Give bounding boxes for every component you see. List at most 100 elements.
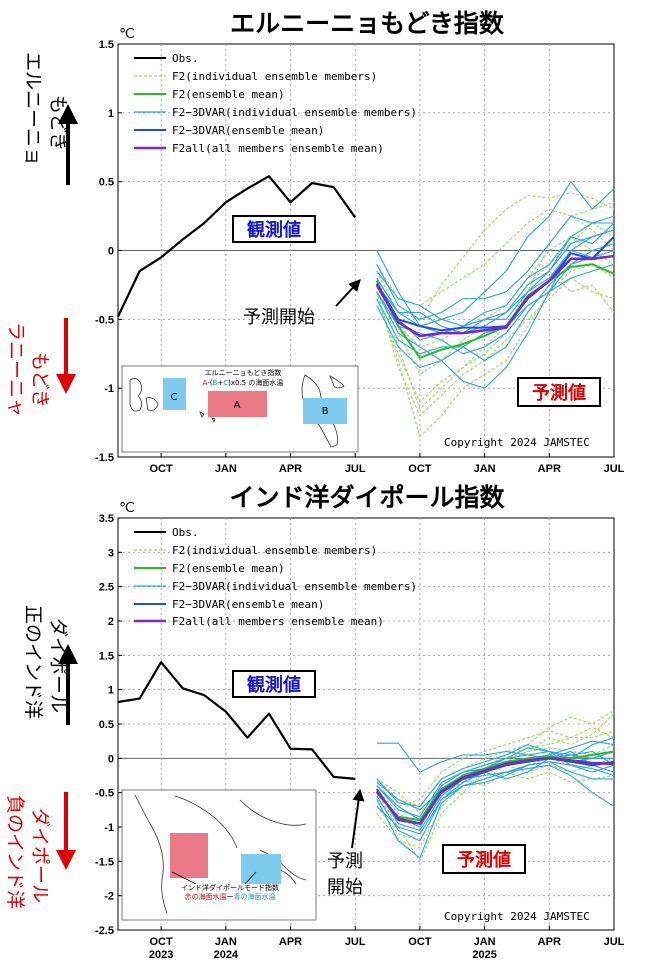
legend-entry: F2−3DVAR(ensemble mean) <box>172 124 324 137</box>
side-upper-line1: 正のインド洋 <box>22 605 44 719</box>
down-arrow-icon <box>56 850 76 870</box>
y-tick-label: 0.5 <box>99 177 114 189</box>
observed-label: 観測値 <box>247 674 301 696</box>
side-upper-line1: エルニーニョ <box>22 52 44 166</box>
series-line-f2-3dvar-member <box>376 243 615 355</box>
series-line-f2all-mean <box>375 756 615 825</box>
x-tick-label: JUL <box>604 936 625 948</box>
x-tick-label: JAN <box>215 936 237 948</box>
series-line-f2-3dvar-member <box>376 236 615 334</box>
series-line-observed <box>117 661 356 780</box>
x-tick-label: OCT <box>150 936 174 948</box>
series-line-f2-3dvar-member <box>376 764 615 831</box>
series-line-f2-member <box>376 192 615 320</box>
y-tick-label: 1.5 <box>99 650 114 662</box>
legend: Obs. F2(individual ensemble members) F2(… <box>134 52 417 155</box>
legend-entry: F2(ensemble mean) <box>172 562 285 575</box>
series-line-f2-member <box>376 236 615 348</box>
copyright: Copyright 2024 JAMSTEC <box>444 436 590 449</box>
forecast-label-box <box>442 844 526 874</box>
x-tick-year: 2025 <box>472 949 496 961</box>
series-line-f2-member <box>376 222 615 375</box>
y-tick-label: -1.5 <box>95 856 114 868</box>
series-line-f2-3dvar-mean <box>375 236 615 332</box>
side-lower-line1: ラニーニャ <box>5 322 27 417</box>
series-layer <box>117 661 615 862</box>
x-tick-label: JAN <box>474 936 496 948</box>
x-tick-label: JUL <box>345 936 366 948</box>
region-a <box>208 391 267 417</box>
series-line-f2-member <box>376 201 615 410</box>
legend: Obs. F2(individual ensemble members) F2(… <box>134 526 417 628</box>
y-tick-label: 2.5 <box>99 582 114 594</box>
series-line-f2-member <box>376 709 615 807</box>
y-tick-labels: 3.5 3 2.5 2 1.5 1 0.5 0 -0.5 -1 -1.5 -2 -2.5 <box>95 513 122 937</box>
side-label-positive: エルニーニョ もどき <box>22 52 78 185</box>
series-line-f2-3dvar-member <box>376 215 615 320</box>
panel-el-nino-modoki: エルニーニョもどき指数 ℃ 1.5 1 0.5 0 -0.5 -1 -1.5 OCT JAN A… <box>5 9 625 475</box>
inset-title: インド洋ダイポールモード指数 <box>181 883 279 892</box>
inset-map: C A B エルニーニョもどき指数 A-(B+C)x0.5 の海面水温 <box>121 365 359 453</box>
series-line-f2-member <box>376 270 615 403</box>
x-tick-label: APR <box>538 936 561 948</box>
forecast-start-label-line1: 予測 <box>327 851 363 872</box>
y-tick-labels: 1.5 1 0.5 0 -0.5 -1 -1.5 <box>95 39 122 464</box>
x-tick-label: JAN <box>215 463 237 475</box>
y-tick-label: 0 <box>108 753 114 765</box>
forecast-label-box <box>517 377 601 407</box>
inset-pointer <box>171 871 197 885</box>
forecast-start-arrow <box>351 788 365 849</box>
side-lower-line1: 負のインド洋 <box>4 795 26 909</box>
y-tick-label: -2.5 <box>95 925 114 937</box>
x-tick-label: JUL <box>604 463 625 475</box>
series-line-observed <box>117 175 357 318</box>
region-a-label: A <box>234 400 241 411</box>
series-line-f2-3dvar-member <box>376 229 615 389</box>
series-line-f2-3dvar-member <box>376 229 615 341</box>
y-tick-label: 1.5 <box>99 39 114 51</box>
legend-entry: F2−3DVAR(ensemble mean) <box>172 598 324 611</box>
grid <box>118 44 614 457</box>
legend-entry: F2−3DVAR(individual ensemble members) <box>172 580 417 593</box>
observed-label: 観測値 <box>247 219 301 241</box>
y-tick-label: 3.5 <box>99 513 114 525</box>
series-line-f2all-mean <box>375 254 615 338</box>
region-b-label: B <box>322 406 329 417</box>
y-tick-label: 1 <box>108 108 114 120</box>
side-upper-line2: もどき <box>47 95 69 151</box>
series-line-f2-mean <box>376 750 615 822</box>
legend-entry: F2−3DVAR(individual ensemble members) <box>172 106 417 119</box>
y-tick-label: 2 <box>108 616 114 628</box>
unit-label: ℃ <box>119 499 135 515</box>
series-layer <box>117 175 615 437</box>
inset-title: エルニーニョもどき指数 <box>205 368 282 377</box>
series-line-f2-member <box>376 744 615 814</box>
series-line-f2-member <box>376 277 615 417</box>
series-line-f2-3dvar-member <box>376 737 615 821</box>
x-tick-year: 2023 <box>149 949 173 961</box>
x-tick-label: APR <box>538 463 561 475</box>
x-tick-label: OCT <box>408 463 432 475</box>
series-line-f2-3dvar-member <box>376 181 615 327</box>
side-label-negative: ラニーニャ もどき <box>5 318 76 417</box>
up-arrow-icon <box>58 644 78 664</box>
x-tick-year: 2024 <box>214 949 239 961</box>
chart-title: エルニーニョもどき指数 <box>230 9 505 38</box>
series-line-f2-3dvar-member <box>376 761 615 842</box>
y-tick-label: -0.5 <box>95 314 114 326</box>
inset-pointer <box>244 871 257 885</box>
forecast-start-label-line2: 開始 <box>327 877 363 898</box>
side-label-positive: 正のインド洋 ダイポール <box>22 605 78 725</box>
y-tick-label: 3 <box>108 547 114 559</box>
legend-entry: F2(individual ensemble members) <box>172 544 377 557</box>
x-tick-label: APR <box>279 936 302 948</box>
observed-label-box <box>232 215 316 243</box>
side-lower-line2: ダイポール <box>29 808 51 903</box>
legend-entry: Obs. <box>172 526 199 539</box>
series-line-f2-member <box>376 757 615 828</box>
y-tick-label: -2 <box>104 891 114 903</box>
y-tick-label: 0 <box>108 246 114 258</box>
side-label-negative: 負のインド洋 ダイポール <box>4 792 76 909</box>
x-tick-label: OCT <box>150 463 174 475</box>
